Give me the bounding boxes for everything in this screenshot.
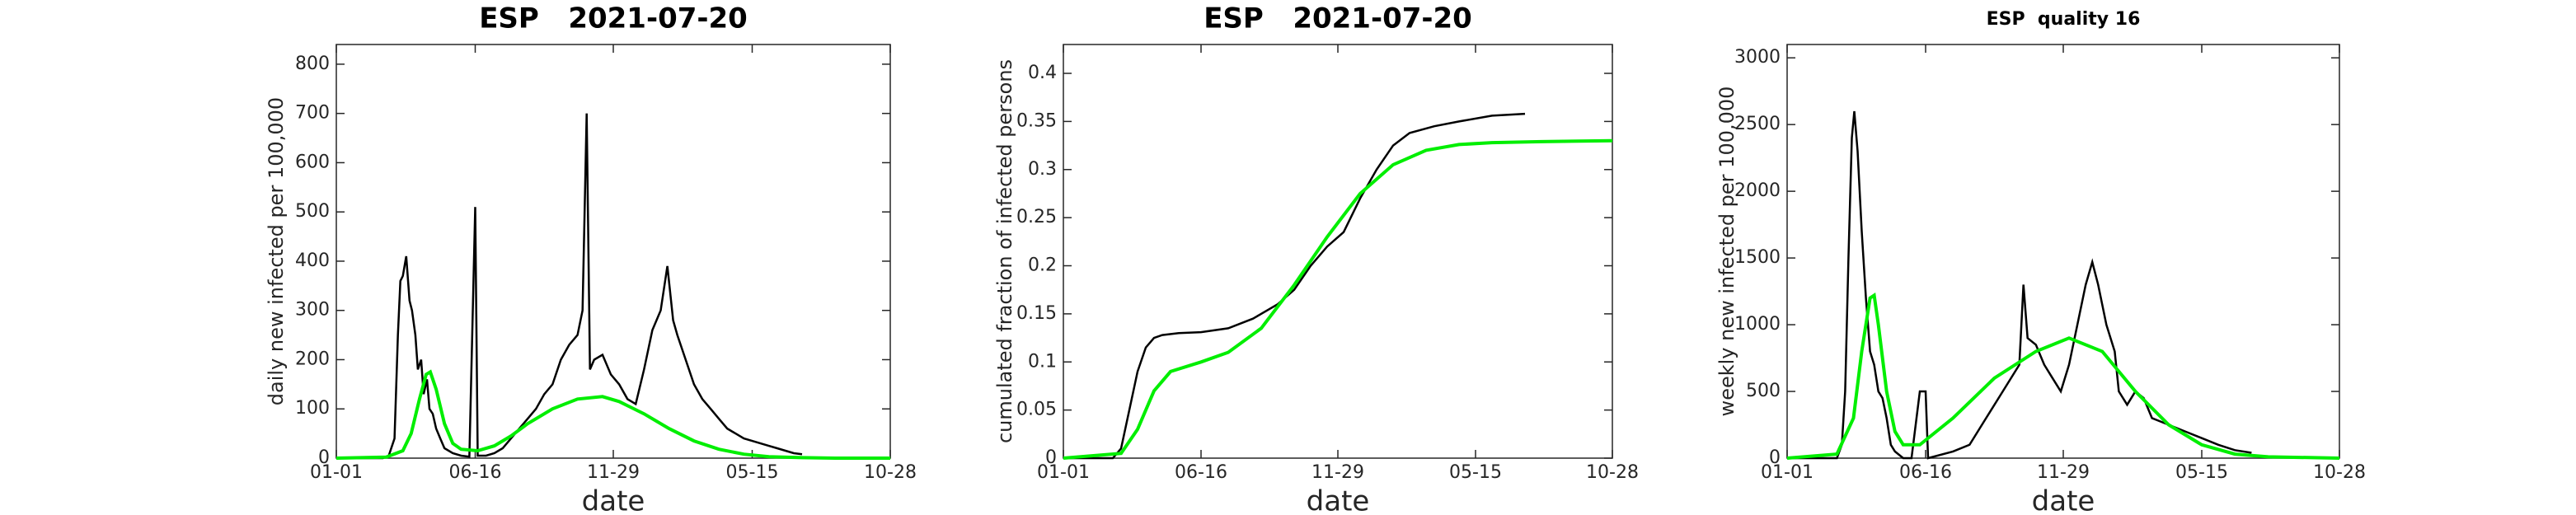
y-tick-label: 2000 [1734,180,1781,201]
y-tick-label: 0 [1769,447,1781,468]
y-tick-label: 0.1 [1028,351,1057,372]
y-tick-label: 0.4 [1028,63,1057,83]
y-tick-label: 0.35 [1016,110,1057,131]
x-tick-label: 05-15 [1449,462,1502,483]
x-tick-label: 01-01 [1761,462,1814,483]
y-tick-label: 600 [295,152,330,172]
y-tick-label: 0 [318,447,330,468]
data-line [335,369,890,460]
axes-box [1063,44,1613,459]
y-tick-label: 700 [295,103,330,124]
data-line [336,113,803,460]
x-tick-label: 06-16 [449,462,502,483]
y-tick-label: 500 [295,201,330,222]
y-axis-label: cumulated fraction of infected persons [993,59,1016,443]
x-tick-label: 06-16 [1175,462,1227,483]
axes-box [1786,44,2340,459]
x-tick-label: 01-01 [1037,462,1090,483]
x-axis-label: date [582,485,645,515]
y-tick-label: 0.05 [1016,400,1057,420]
x-tick-label: 05-15 [2175,462,2228,483]
y-tick-label: 1500 [1734,247,1781,268]
x-tick-label: 05-15 [726,462,779,483]
y-tick-label: 800 [295,54,330,74]
x-tick-label: 06-16 [1899,462,1952,483]
y-tick-label: 2500 [1734,114,1781,134]
y-tick-label: 0.3 [1028,159,1057,180]
y-axis-label: weekly new infected per 100,000 [1715,87,1738,417]
chart-title: ESP 2021-07-20 [1204,2,1472,35]
data-line [1787,110,2252,460]
y-tick-label: 300 [295,300,330,321]
data-line [1063,138,1613,460]
x-axis-label: date [1307,485,1370,515]
y-tick-label: 0.25 [1016,207,1057,227]
x-tick-label: 11-29 [587,462,640,483]
y-tick-label: 200 [295,349,330,369]
x-tick-label: 01-01 [310,462,363,483]
chart-title: ESP quality 16 [1987,9,2141,30]
y-tick-label: 0.2 [1028,255,1057,276]
y-axis-label: daily new infected per 100,000 [265,97,288,405]
y-tick-label: 3000 [1734,47,1781,68]
x-tick-label: 10-28 [2313,462,2366,483]
data-line [1786,292,2340,460]
y-tick-label: 1000 [1734,314,1781,335]
x-tick-label: 11-29 [1311,462,1364,483]
x-tick-label: 11-29 [2037,462,2090,483]
x-tick-label: 10-28 [864,462,917,483]
x-tick-label: 10-28 [1586,462,1639,483]
y-tick-label: 500 [1746,381,1781,401]
y-tick-label: 0 [1045,447,1057,468]
chart-title: ESP 2021-07-20 [479,2,748,35]
y-tick-label: 100 [295,398,330,419]
y-tick-label: 400 [295,250,330,271]
y-tick-label: 0.15 [1016,303,1057,324]
x-axis-label: date [2032,485,2095,515]
